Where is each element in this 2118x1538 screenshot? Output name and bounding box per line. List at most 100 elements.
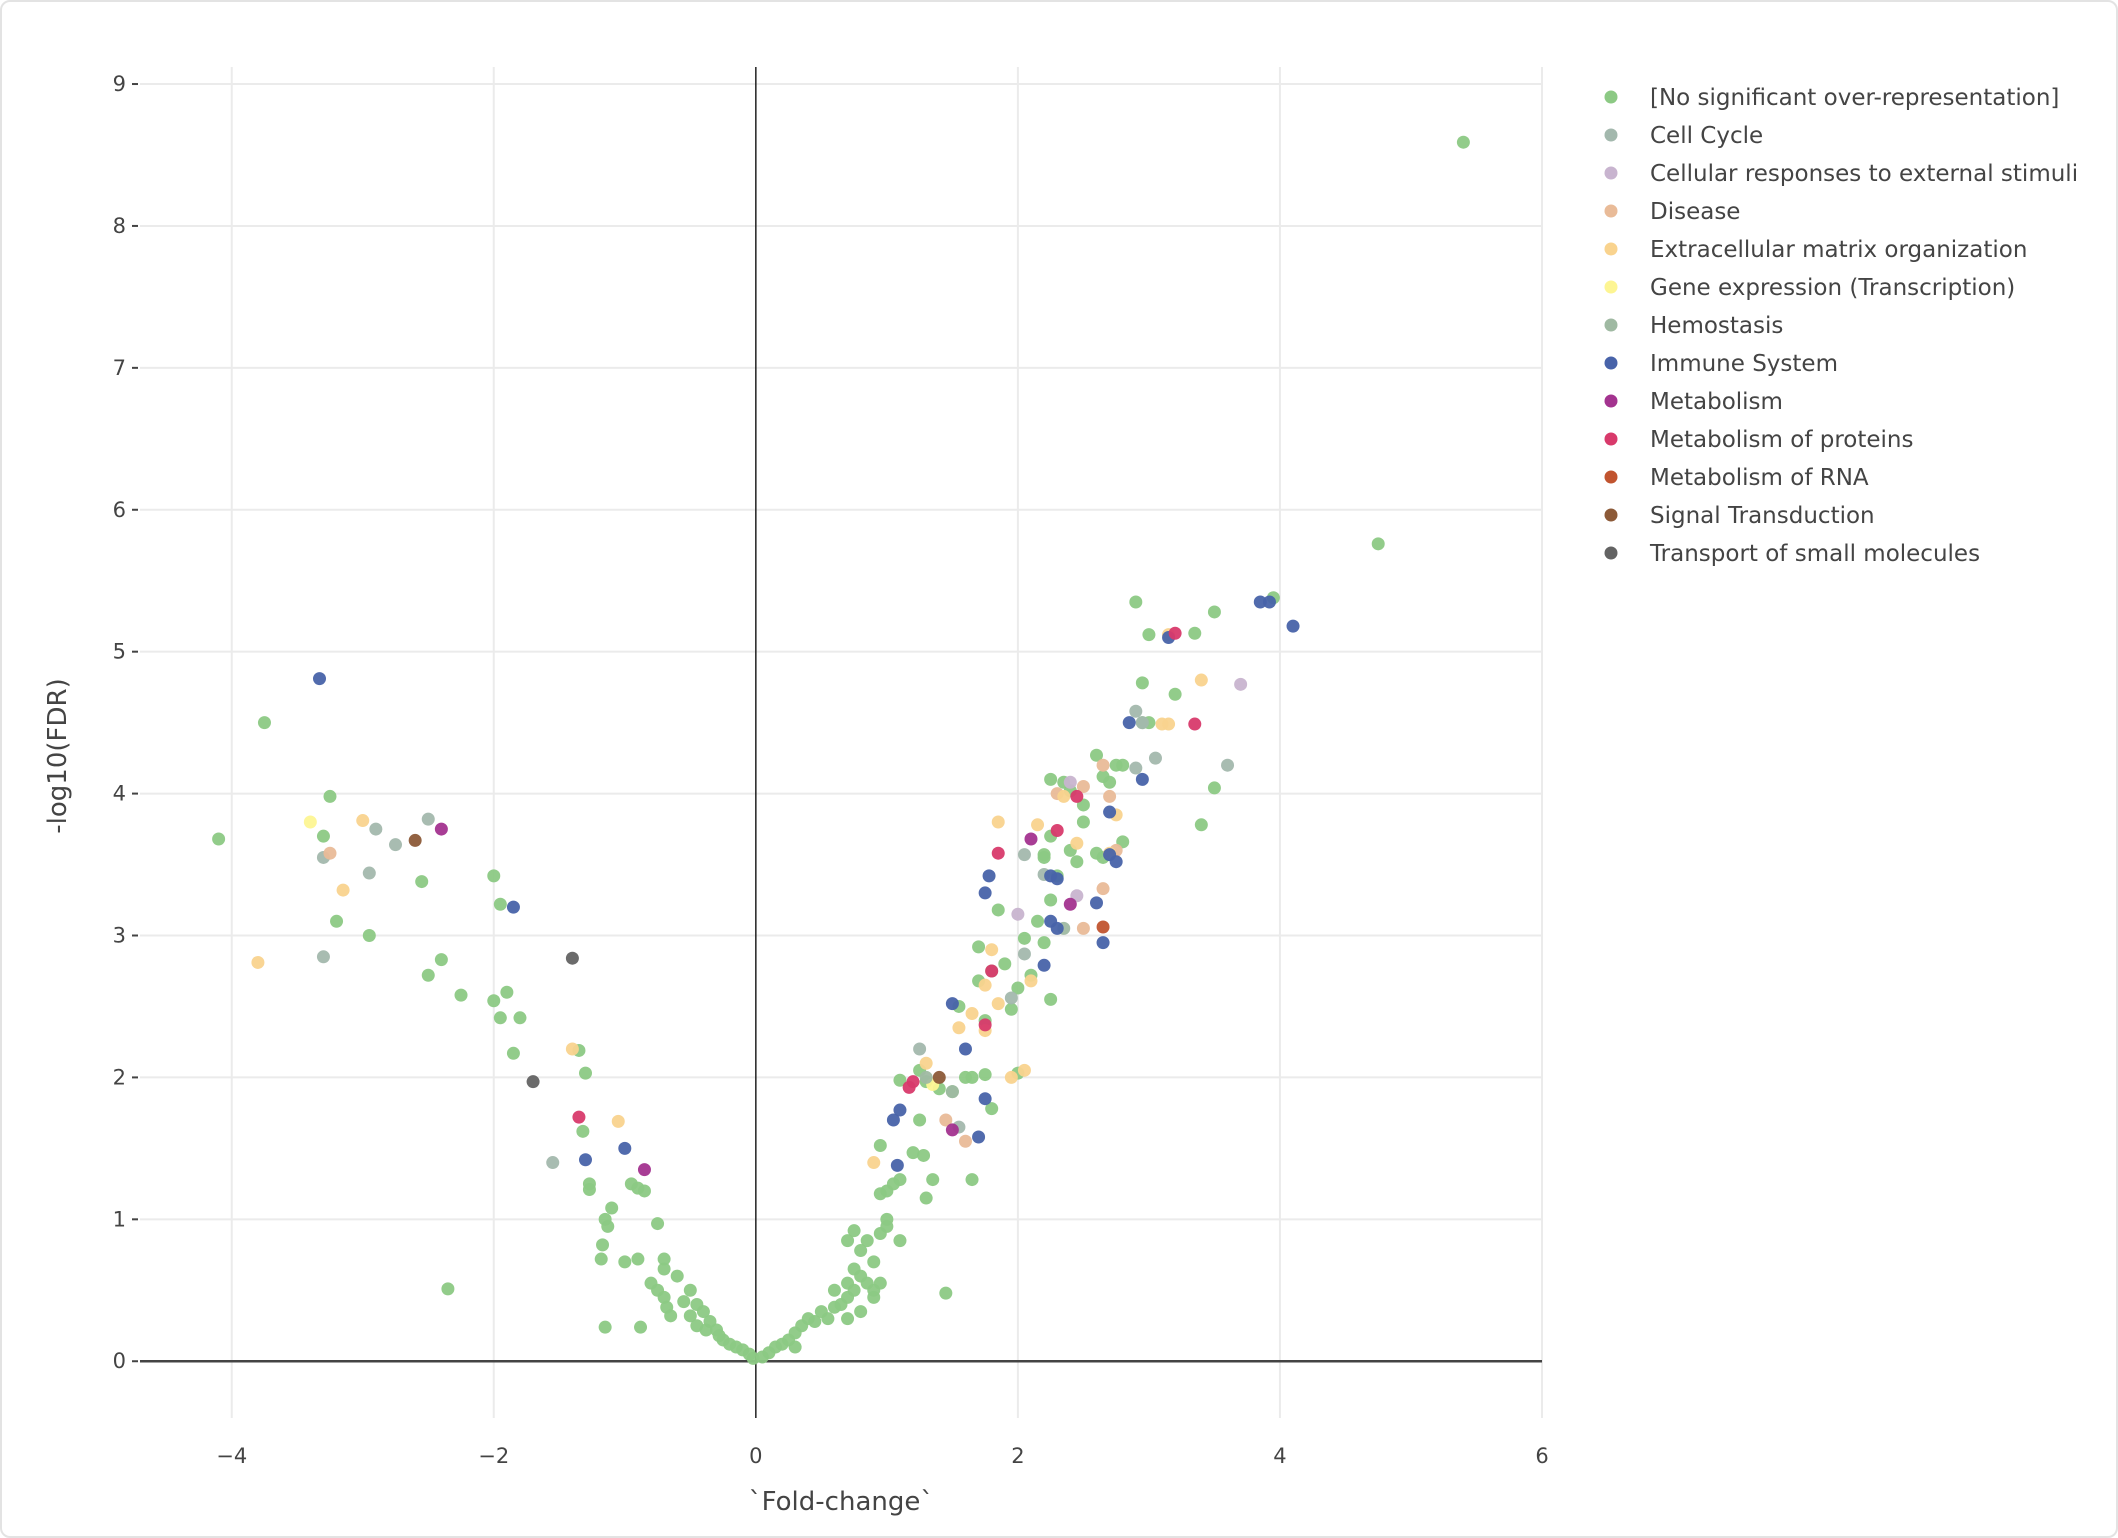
data-point bbox=[1096, 758, 1110, 772]
data-point bbox=[1122, 716, 1136, 730]
data-point bbox=[683, 1283, 697, 1297]
legend-item[interactable]: Metabolism of proteins bbox=[1604, 427, 1914, 453]
data-point bbox=[356, 814, 370, 828]
data-point bbox=[316, 829, 330, 843]
data-point bbox=[1148, 751, 1162, 765]
data-point bbox=[513, 1011, 527, 1025]
data-point bbox=[493, 1011, 507, 1025]
data-point bbox=[323, 846, 337, 860]
data-point bbox=[1096, 920, 1110, 934]
data-point bbox=[362, 929, 376, 942]
data-point bbox=[827, 1283, 841, 1297]
data-point bbox=[699, 1323, 713, 1337]
data-point bbox=[978, 886, 992, 900]
data-point bbox=[998, 957, 1012, 971]
data-point bbox=[902, 1080, 916, 1094]
series-8 bbox=[434, 822, 1077, 1177]
data-point bbox=[1076, 815, 1090, 829]
data-point bbox=[1371, 537, 1385, 551]
legend-item[interactable]: Cellular responses to external stimuli bbox=[1604, 161, 2079, 187]
data-point bbox=[257, 716, 271, 730]
data-point bbox=[618, 1141, 632, 1155]
data-point bbox=[313, 672, 327, 686]
data-point bbox=[1076, 779, 1090, 793]
data-point bbox=[1129, 704, 1143, 718]
legend-item[interactable]: Disease bbox=[1604, 199, 1741, 225]
data-point bbox=[572, 1110, 586, 1124]
legend-item[interactable]: Transport of small molecules bbox=[1604, 541, 1981, 567]
data-point bbox=[867, 1290, 881, 1304]
data-point bbox=[637, 1163, 651, 1177]
data-point bbox=[854, 1305, 868, 1319]
legend-item[interactable]: Hemostasis bbox=[1604, 313, 1784, 339]
data-point bbox=[939, 1113, 953, 1127]
data-point bbox=[631, 1252, 645, 1266]
data-point bbox=[978, 1068, 992, 1082]
series-5 bbox=[303, 815, 940, 1092]
data-point bbox=[1050, 872, 1064, 886]
data-point bbox=[893, 1173, 907, 1187]
data-point bbox=[952, 1021, 966, 1035]
data-point bbox=[657, 1262, 671, 1276]
y-tick-label: 7 bbox=[113, 356, 126, 380]
data-point bbox=[1011, 907, 1025, 921]
data-point bbox=[582, 1183, 596, 1197]
data-point bbox=[939, 1286, 953, 1300]
x-tick-label: −2 bbox=[478, 1444, 509, 1468]
y-tick-label: 4 bbox=[113, 782, 126, 806]
legend-item[interactable]: Metabolism bbox=[1604, 389, 1783, 415]
data-point bbox=[1188, 626, 1202, 640]
data-point bbox=[919, 1070, 933, 1084]
series-4 bbox=[251, 628, 1208, 1170]
data-point bbox=[500, 985, 514, 999]
data-point bbox=[808, 1315, 822, 1328]
data-point bbox=[1044, 772, 1058, 786]
data-point bbox=[1070, 836, 1084, 850]
legend-marker bbox=[1604, 280, 1618, 294]
data-point bbox=[1050, 921, 1064, 935]
data-point bbox=[958, 1042, 972, 1056]
legend-item[interactable]: Extracellular matrix organization bbox=[1604, 237, 2028, 263]
legend-item[interactable]: Immune System bbox=[1604, 351, 1838, 377]
data-point bbox=[965, 1173, 979, 1187]
legend-item[interactable]: Metabolism of RNA bbox=[1604, 465, 1869, 491]
data-point bbox=[991, 903, 1005, 917]
data-point bbox=[415, 875, 429, 889]
legend-item[interactable]: Cell Cycle bbox=[1604, 123, 1764, 149]
data-points bbox=[212, 135, 1470, 1365]
legend-item[interactable]: Gene expression (Transcription) bbox=[1604, 275, 2016, 301]
data-point bbox=[1207, 781, 1221, 795]
legend-item[interactable]: Signal Transduction bbox=[1604, 503, 1875, 529]
legend-marker bbox=[1604, 508, 1618, 522]
data-point bbox=[594, 1252, 608, 1266]
legend-marker bbox=[1604, 470, 1618, 484]
legend-item[interactable]: [No significant over-representation] bbox=[1604, 85, 2060, 111]
legend-label: Cell Cycle bbox=[1650, 123, 1763, 149]
data-point bbox=[362, 866, 376, 880]
data-point bbox=[578, 1066, 592, 1080]
data-point bbox=[487, 869, 501, 883]
data-point bbox=[1057, 789, 1071, 803]
legend-marker bbox=[1604, 166, 1618, 180]
y-tick-label: 8 bbox=[113, 214, 126, 238]
data-point bbox=[330, 914, 344, 928]
data-point bbox=[1070, 855, 1084, 869]
data-point bbox=[421, 968, 435, 982]
data-point bbox=[985, 943, 999, 957]
data-point bbox=[958, 1134, 972, 1148]
legend-label: Cellular responses to external stimuli bbox=[1650, 161, 2078, 187]
data-point bbox=[657, 1252, 671, 1266]
y-axis-title: -log10(FDR) bbox=[43, 678, 73, 833]
data-point bbox=[1063, 775, 1077, 789]
legend-label: Extracellular matrix organization bbox=[1650, 237, 2027, 263]
data-point bbox=[1168, 687, 1182, 701]
legend-label: Signal Transduction bbox=[1650, 503, 1875, 529]
data-point bbox=[1076, 921, 1090, 935]
data-point bbox=[1004, 1070, 1018, 1084]
data-point bbox=[1037, 850, 1051, 864]
data-point bbox=[890, 1158, 904, 1172]
data-point bbox=[926, 1173, 940, 1187]
zero-lines bbox=[140, 67, 1542, 1418]
